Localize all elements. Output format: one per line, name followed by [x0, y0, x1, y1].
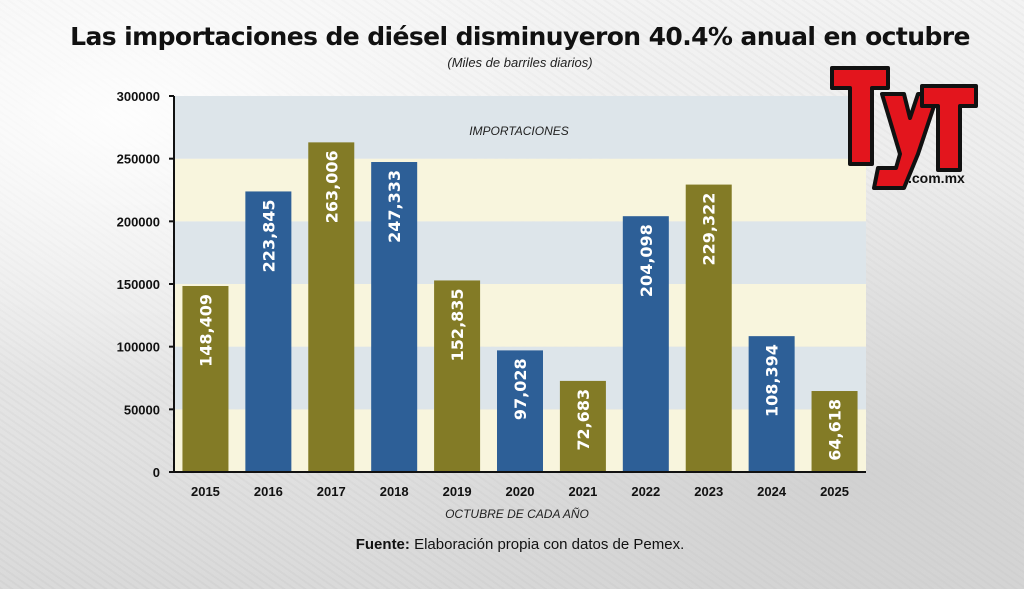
bar-2025	[811, 391, 858, 472]
bar-value-label: 152,835	[448, 288, 467, 361]
bar-2020	[497, 350, 543, 472]
y-tick-label: 0	[153, 465, 160, 480]
x-tick-label: 2022	[631, 484, 660, 499]
bars: 148,409 223,845 263,006 247,333 152,835 97,02…	[182, 142, 858, 472]
bar-value-label: 229,322	[700, 193, 719, 266]
bar-2023	[685, 184, 732, 472]
bar-2019	[434, 280, 481, 472]
x-tick-label: 2023	[694, 484, 723, 499]
chart-subtitle: (Miles de barriles diarios)	[447, 55, 593, 70]
bar-2017	[308, 142, 355, 472]
x-tick-label: 2020	[506, 484, 535, 499]
y-tick-label: 150000	[117, 277, 160, 292]
x-tick-label: 2024	[757, 484, 787, 499]
bar-2016	[245, 191, 292, 472]
x-tick-label: 2015	[191, 484, 220, 499]
bar-value-label: 247,333	[385, 170, 404, 243]
bar-value-label: 72,683	[574, 389, 593, 451]
bar-value-label: 263,006	[322, 150, 341, 223]
grid-band	[174, 96, 866, 159]
bar-value-label: 223,845	[259, 199, 278, 272]
x-tick-label: 2016	[254, 484, 283, 499]
bar-value-label: 97,028	[511, 358, 530, 420]
y-tick-label: 50000	[124, 402, 160, 417]
x-axis-title: OCTUBRE DE CADA AÑO	[445, 507, 589, 521]
bar-value-label: 148,409	[196, 294, 215, 367]
logo-domain-text: .com.mx	[908, 170, 965, 186]
series-label: IMPORTACIONES	[469, 124, 569, 138]
x-tick-label: 2017	[317, 484, 346, 499]
bar-value-label: 64,618	[826, 399, 845, 461]
source-text: Elaboración propia con datos de Pemex.	[409, 536, 685, 553]
tyt-logo: .com.mx	[830, 56, 980, 196]
bar-2015	[182, 285, 229, 472]
bar-2024	[748, 336, 795, 472]
bar-value-label: 204,098	[637, 224, 656, 297]
x-tick-label: 2018	[380, 484, 409, 499]
y-tick-label: 100000	[117, 340, 160, 355]
y-tick-label: 300000	[117, 89, 160, 104]
chart-title: Las importaciones de diésel disminuyeron…	[70, 22, 970, 51]
source-label: Fuente:	[355, 536, 410, 553]
bar-value-label: 108,394	[763, 344, 782, 417]
y-axis: 0 50000 100000 150000 200000 250000 300000	[117, 89, 175, 480]
source-footer: Fuente: Elaboración propia con datos de …	[0, 536, 1024, 553]
x-tick-label: 2025	[820, 484, 849, 499]
y-tick-label: 250000	[117, 152, 160, 167]
x-axis: 2015 2016 2017 2018 2019 2020 2021 2022 2023 2024…	[174, 471, 866, 499]
bar-2018	[371, 162, 418, 472]
y-tick-label: 200000	[117, 214, 160, 229]
bar-2022	[622, 216, 669, 472]
x-tick-label: 2019	[443, 484, 472, 499]
x-tick-label: 2021	[568, 484, 597, 499]
bar-2021	[559, 380, 606, 472]
